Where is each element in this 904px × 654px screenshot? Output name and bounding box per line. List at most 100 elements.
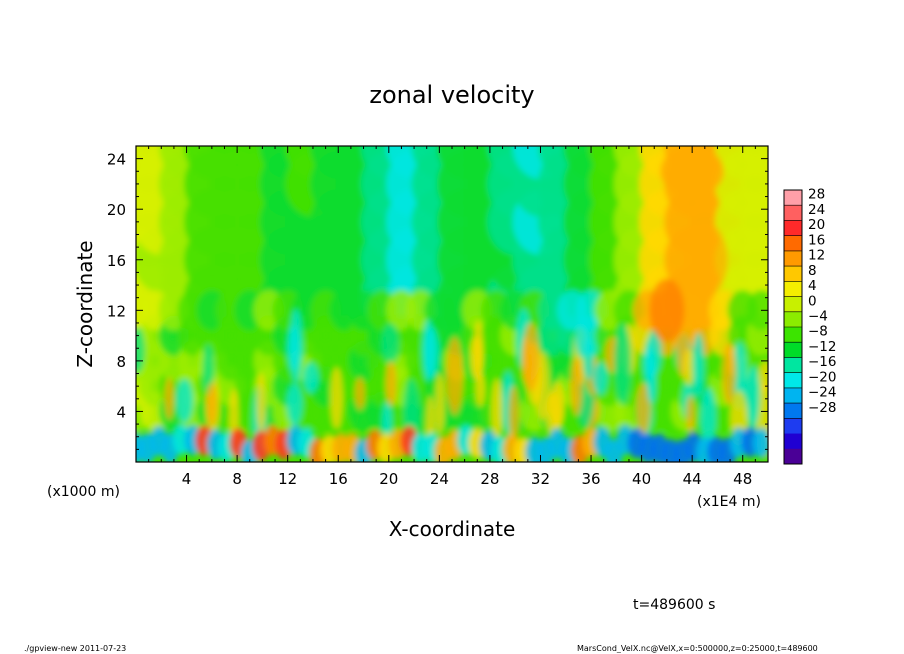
chart-title: zonal velocity xyxy=(369,81,534,109)
colorbar-swatch xyxy=(784,327,802,343)
x-tick-label: 12 xyxy=(278,470,297,488)
y-tick-label: 20 xyxy=(107,201,126,219)
field-cell xyxy=(746,290,768,331)
field-cell xyxy=(700,387,717,452)
field-cell xyxy=(202,344,215,395)
x-tick-label: 32 xyxy=(531,470,550,488)
y-tick-label: 8 xyxy=(116,353,126,371)
y-tick-label: 24 xyxy=(107,151,126,169)
field-cell xyxy=(583,335,594,380)
field-cell xyxy=(740,146,768,179)
y-tick-label: 4 xyxy=(116,403,126,421)
field-cell xyxy=(660,146,724,197)
field-cell xyxy=(521,336,532,385)
colorbar-swatch xyxy=(784,250,802,267)
colorbar-swatch xyxy=(784,403,802,419)
colorbar-label: 20 xyxy=(808,217,825,233)
x-tick-label: 40 xyxy=(632,470,651,488)
field-cell xyxy=(758,360,768,392)
colorbar-label: −16 xyxy=(808,354,837,370)
field-cell xyxy=(164,377,175,420)
field-cell xyxy=(446,336,463,416)
footer-left: ./gpview-new 2011-07-23 xyxy=(24,644,126,653)
colorbar-swatch xyxy=(784,266,802,282)
colorbar-swatch xyxy=(784,387,802,404)
field-cell xyxy=(381,401,393,443)
colorbar-label: 28 xyxy=(808,187,825,203)
field-cell xyxy=(289,309,303,384)
colorbar-label: 12 xyxy=(808,248,825,264)
colorbar-swatch xyxy=(784,311,802,328)
colorbar-label: −8 xyxy=(808,324,828,340)
x-tick-label: 36 xyxy=(581,470,600,488)
colorbar-swatch xyxy=(784,205,802,221)
colorbar-label: −28 xyxy=(808,400,837,416)
heatmap-field xyxy=(136,146,768,462)
colorbar-swatch xyxy=(784,220,802,237)
field-cell xyxy=(686,395,695,433)
x-axis-label: X-coordinate xyxy=(389,517,516,541)
field-cell xyxy=(354,377,365,411)
plot-area xyxy=(136,146,768,462)
y-axis: 4 8 12 16 20 24 xyxy=(107,151,768,450)
colorbar-label: 8 xyxy=(808,263,817,279)
field-cell xyxy=(643,347,655,380)
field-cell xyxy=(302,362,319,394)
field-cell xyxy=(746,365,760,428)
y-axis-label: Z-coordinate xyxy=(73,240,97,367)
time-annotation: t=489600 s xyxy=(633,597,715,613)
field-cell xyxy=(385,360,397,407)
colorbar-label: −12 xyxy=(808,339,837,355)
colorbar-swatch xyxy=(784,418,802,435)
colorbar-label: −20 xyxy=(808,369,837,385)
field-cell xyxy=(286,383,303,426)
x-tick-label: 48 xyxy=(733,470,752,488)
field-cell xyxy=(721,342,736,406)
field-cell xyxy=(508,385,520,446)
colorbar-swatch xyxy=(784,357,802,374)
field-cell xyxy=(752,427,768,459)
y-tick-label: 16 xyxy=(107,252,126,270)
field-cell xyxy=(206,383,218,426)
colorbar-label: 24 xyxy=(808,202,825,218)
colorbar-label: −4 xyxy=(808,309,828,325)
x-tick-label: 44 xyxy=(683,470,702,488)
field-cell xyxy=(692,332,705,398)
field-cell xyxy=(682,221,728,298)
field-cell xyxy=(473,320,484,383)
x-tick-label: 24 xyxy=(430,470,449,488)
field-cell xyxy=(545,391,562,439)
colorbar-swatch xyxy=(784,448,802,465)
field-cell xyxy=(592,362,608,395)
field-cell xyxy=(381,323,400,365)
x-tick-label: 20 xyxy=(379,470,398,488)
field-cell xyxy=(175,378,194,424)
colorbar-label: 4 xyxy=(808,278,817,294)
field-cell xyxy=(422,319,435,382)
field-cell xyxy=(256,373,266,433)
colorbar-swatch xyxy=(784,235,802,252)
x-axis: 4 8 12 16 20 24 28 32 36 40 44 48 xyxy=(148,146,756,488)
x-unit-left: (x1000 m) xyxy=(47,484,120,500)
field-cell xyxy=(570,357,583,416)
colorbar-swatch xyxy=(784,372,802,389)
footer-right: MarsCond_VelX.nc@VelX,x=0:500000,z=0:250… xyxy=(577,644,818,653)
y-tick-label: 12 xyxy=(107,302,126,320)
field-cell xyxy=(491,378,503,441)
colorbar-label: 16 xyxy=(808,232,825,248)
field-cell xyxy=(614,323,632,405)
field-cell xyxy=(682,348,695,386)
colorbar-swatch xyxy=(784,296,802,313)
colorbar-swatch xyxy=(784,190,802,206)
field-cell xyxy=(435,372,445,436)
field-cell xyxy=(136,326,145,374)
colorbar-swatch xyxy=(784,342,802,358)
x-tick-label: 4 xyxy=(182,470,192,488)
field-cell xyxy=(636,382,651,436)
colorbar-label: −24 xyxy=(808,385,837,401)
colorbar-label: 0 xyxy=(808,293,817,309)
x-tick-label: 8 xyxy=(232,470,242,488)
field-cell xyxy=(649,278,685,342)
